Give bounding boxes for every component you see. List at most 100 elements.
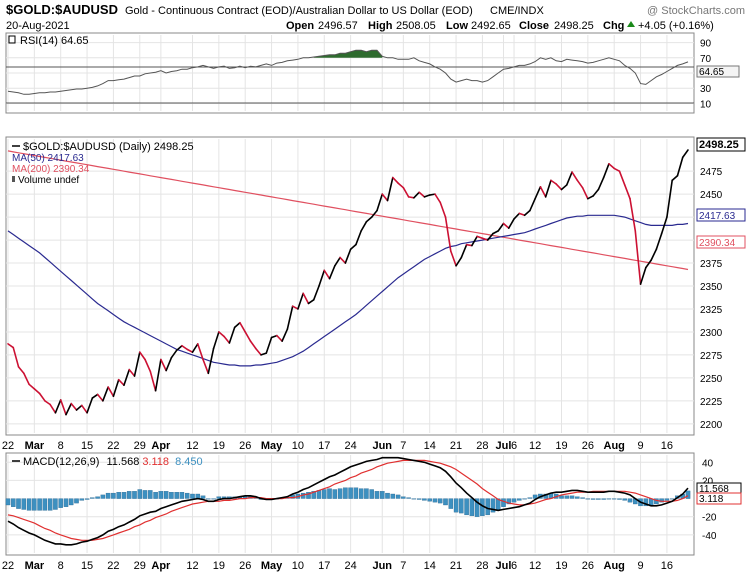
price-segment [365,216,373,223]
macd-histogram-bar [163,491,169,499]
price-segment [455,256,463,267]
price-segment [386,176,394,202]
price-segment [423,194,431,198]
price-tick-label: 2275 [700,351,723,362]
price-segment [502,222,510,229]
ma200-legend: MA(200) 2390.34 [12,164,90,175]
volume-legend-swatch [12,176,15,182]
low-value: 2492.65 [471,20,511,32]
x-axis-label-bottom: 19 [213,560,225,572]
open-value: 2496.57 [318,20,358,32]
macd-histogram-bar [585,498,591,500]
x-axis-label-bottom: May [261,560,283,572]
chart-header: $GOLD:$AUDUSD Gold - Continuous Contract… [6,2,745,32]
ma50-last-box [696,208,746,222]
macd-histogram-bar [416,498,422,500]
price-segment [339,256,347,264]
x-axis-label: 26 [582,440,594,452]
macd-histogram-bar [685,490,691,499]
macd-histogram-bar [601,498,606,500]
ma50-line [7,214,689,367]
x-axis-label-bottom: 26 [582,560,594,572]
price-segment [170,349,178,359]
price-segment [17,366,25,375]
macd-histogram-bar [306,492,311,499]
macd-tick-label: -40 [702,531,717,542]
price-segment [102,386,109,402]
price-segment [592,188,600,197]
price-segment [270,334,278,339]
x-axis-label-bottom: 29 [134,560,146,572]
macd-legend-prefix: MACD(12,26,9) [23,456,99,468]
price-tick-label: 2325 [700,305,723,316]
macd-histogram-bar [427,498,432,502]
rsi-tick-label: 10 [700,99,712,110]
price-segment [297,292,304,310]
signal-last-value: 3.118 [699,494,724,505]
macd-histogram-bar [95,496,100,499]
macd-histogram-bar [569,495,575,499]
close-value: 2498.25 [554,20,594,32]
macd-histogram-bar [47,498,53,511]
macd-histogram-bar [21,498,27,510]
price-segment [629,197,637,232]
macd-legend-hist: 8.450 [175,456,203,468]
rsi-legend: RSI(14) 64.65 [20,35,88,47]
macd-histogram-bar [316,490,322,499]
open-label: Open [286,20,314,32]
macd-legend: MACD(12,26,9) 11.568 3.118 8.450 [23,456,203,468]
price-segment [12,346,20,368]
price-segment [144,358,152,373]
macd-histogram-bar [68,498,74,506]
macd-histogram-bar [174,492,179,499]
watermark: @ StockCharts.com [647,5,745,17]
ma50-legend: MA(50) 2417.63 [12,153,84,164]
symbol-description: Gold - Continuous Contract (EOD)/Austral… [125,5,473,17]
price-segment [507,218,515,229]
price-segment [381,193,389,202]
rsi-panel: 9070503010 RSI(14) 64.65 64.65 [6,35,740,110]
x-axis-label-bottom: 9 [637,560,643,572]
x-axis-label: 14 [424,440,436,452]
price-segment [218,331,225,338]
macd-histogram-bar [580,497,585,499]
price-segment [175,344,183,352]
x-axis-label: 15 [81,440,93,452]
macd-histogram-bar [395,494,401,499]
x-axis-label-bottom: 10 [292,560,304,572]
price-segment [138,351,146,361]
x-axis-label-bottom: Jul [496,560,512,572]
price-segment [254,347,262,356]
macd-histogram-bar [564,495,570,499]
macd-histogram-bar [643,498,649,507]
price-segment [302,292,310,305]
price-segment [112,378,120,398]
price-tick-label: 2300 [700,328,723,339]
macd-histogram-bar [26,498,32,511]
price-tick-label: 2250 [700,374,723,385]
price-segment [212,331,220,350]
macd-histogram-bar [422,498,427,501]
x-axis-label: 8 [58,440,64,452]
chg-value: +4.05 (+0.16%) [638,20,714,32]
ma200-last-value: 2390.34 [699,238,736,249]
price-segment [581,186,589,200]
price-segment [434,193,442,204]
macd-histogram-bar [380,491,385,499]
price-segment [681,149,689,159]
macd-histogram-bar [527,497,533,499]
macd-histogram-bar [459,498,464,514]
price-segment [33,388,41,395]
chg-label: Chg [603,20,624,32]
price-segment [202,358,210,375]
macd-legend-signal: 3.118 [142,456,169,468]
x-axis-label: Aug [604,440,625,452]
macd-axis-ticks: 40 20 -20 -40 [6,458,717,542]
price-segment [207,347,215,375]
macd-histogram-bar [343,487,348,499]
price-segment [492,230,500,235]
high-value: 2508.05 [396,20,436,32]
x-axis-label: 19 [213,440,225,452]
price-segment [28,383,36,390]
